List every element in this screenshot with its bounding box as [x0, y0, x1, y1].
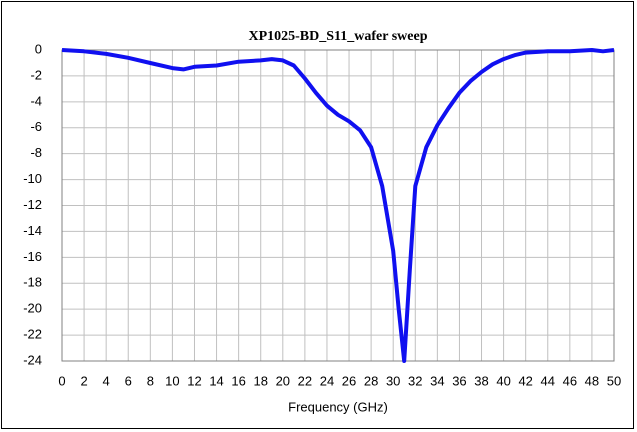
y-tick-label: -4: [30, 93, 42, 108]
x-tick-label: 24: [320, 373, 334, 388]
x-tick-label: 32: [408, 373, 422, 388]
x-tick-label: 4: [103, 373, 110, 388]
x-tick-label: 30: [386, 373, 400, 388]
x-tick-label: 46: [563, 373, 577, 388]
y-tick-label: -16: [23, 249, 42, 264]
y-tick-label: -20: [23, 301, 42, 316]
x-tick-label: 16: [231, 373, 245, 388]
plot-frame: [61, 49, 615, 362]
x-tick-label: 10: [165, 373, 179, 388]
chart-title: XP1025-BD_S11_wafer sweep: [248, 29, 427, 44]
x-tick-label: 28: [364, 373, 378, 388]
y-tick-label: -2: [30, 67, 42, 82]
x-tick-label: 36: [452, 373, 466, 388]
x-tick-label: 40: [496, 373, 510, 388]
y-tick-label: -14: [23, 223, 42, 238]
x-axis-label: Frequency (GHz): [288, 399, 388, 414]
x-tick-label: 48: [585, 373, 599, 388]
y-tick-label: -10: [23, 171, 42, 186]
y-tick-label: -8: [30, 145, 42, 160]
y-tick-label: -18: [23, 275, 42, 290]
y-tick-label: -12: [23, 197, 42, 212]
y-tick-label: -22: [23, 327, 42, 342]
x-tick-label: 26: [342, 373, 356, 388]
x-tick-label: 14: [209, 373, 223, 388]
x-tick-label: 2: [80, 373, 87, 388]
y-tick-label: -6: [30, 119, 42, 134]
x-tick-label: 44: [541, 373, 555, 388]
y-tick-label: -24: [23, 352, 42, 367]
x-tick-label: 6: [125, 373, 132, 388]
y-tick-label: 0: [35, 41, 42, 56]
x-tick-label: 18: [253, 373, 267, 388]
x-tick-label: 22: [298, 373, 312, 388]
x-tick-label: 8: [147, 373, 154, 388]
x-tick-label: 20: [276, 373, 290, 388]
x-tick-label: 0: [58, 373, 65, 388]
x-tick-label: 42: [518, 373, 532, 388]
x-tick-label: 38: [474, 373, 488, 388]
x-tick-label: 34: [430, 373, 444, 388]
x-tick-label: 12: [187, 373, 201, 388]
x-tick-label: 50: [607, 373, 621, 388]
data-line: [61, 48, 615, 363]
